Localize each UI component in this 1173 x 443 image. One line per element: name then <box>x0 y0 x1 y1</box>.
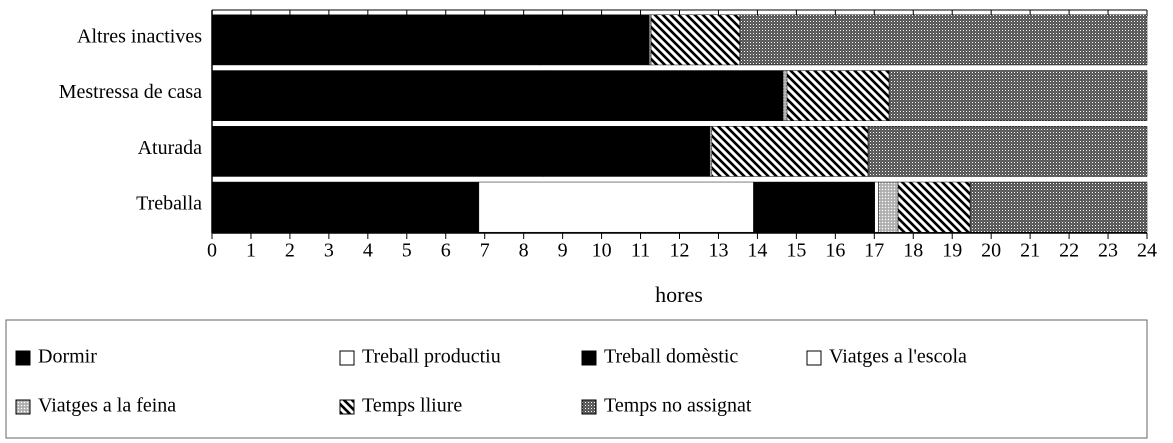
bar-segment <box>969 181 1148 233</box>
bar-segment <box>546 70 784 121</box>
bar-segment <box>897 181 971 233</box>
bar-segment <box>211 126 544 177</box>
x-tick-label: 4 <box>363 240 373 262</box>
legend-label: Treball domèstic <box>604 346 738 368</box>
bar-segment <box>874 181 879 233</box>
x-tick-label: 23 <box>1098 240 1118 262</box>
x-tick-label: 7 <box>480 240 490 262</box>
x-tick-label: 2 <box>285 240 295 262</box>
bar-segment <box>786 70 890 121</box>
x-tick-label: 8 <box>519 240 529 262</box>
bar-segment <box>211 181 480 233</box>
x-tick-label: 0 <box>207 240 217 262</box>
bar-segment <box>867 126 1148 177</box>
x-tick-label: 3 <box>324 240 334 262</box>
legend-swatch <box>15 399 31 415</box>
bar-segment <box>782 70 788 121</box>
legend-label: Treball productiu <box>362 346 501 368</box>
legend-swatch <box>15 350 31 366</box>
x-tick-label: 5 <box>402 240 412 262</box>
bar-segment <box>648 14 652 66</box>
x-tick-label: 9 <box>558 240 568 262</box>
x-tick-label: 11 <box>631 240 650 262</box>
x-tick-label: 10 <box>592 240 612 262</box>
legend-label: Dormir <box>38 346 97 368</box>
y-tick-label: Altres inactives <box>77 25 202 47</box>
bar-segment <box>211 14 540 66</box>
x-tick-label: 13 <box>708 240 728 262</box>
x-tick-label: 15 <box>786 240 806 262</box>
y-tick-label: Treballa <box>136 193 202 215</box>
x-tick-label: 17 <box>864 240 884 262</box>
x-tick-label: 24 <box>1137 240 1157 262</box>
bar-segment <box>478 181 754 233</box>
x-tick-label: 19 <box>942 240 962 262</box>
x-tick-label: 12 <box>670 240 690 262</box>
x-tick-label: 21 <box>1020 240 1040 262</box>
bar-segment <box>888 70 1148 121</box>
bar-segment <box>650 14 741 66</box>
legend-label: Viatges a l'escola <box>829 346 967 368</box>
x-tick-label: 1 <box>246 240 256 262</box>
x-tick-label: 6 <box>441 240 451 262</box>
legend-label: Temps no assignat <box>604 395 752 417</box>
legend-swatch <box>581 350 597 366</box>
y-tick-label: Aturada <box>138 137 203 159</box>
legend-swatch <box>806 350 822 366</box>
legend-label: Temps lliure <box>362 395 462 417</box>
bar-segment <box>878 181 899 233</box>
legend-swatch <box>339 350 355 366</box>
legend-label: Viatges a la feina <box>38 395 176 417</box>
bar-segment <box>711 126 869 177</box>
legend-swatch <box>339 399 355 415</box>
x-tick-label: 20 <box>981 240 1001 262</box>
x-tick-label: 18 <box>903 240 923 262</box>
x-axis-label: hores <box>655 282 703 307</box>
legend-swatch <box>581 399 597 415</box>
x-tick-label: 22 <box>1059 240 1079 262</box>
bar-segment <box>739 14 1148 66</box>
bar-segment <box>709 126 713 177</box>
legend-box <box>5 319 1148 439</box>
bar-segment <box>753 181 875 233</box>
bar-segment <box>542 126 711 177</box>
y-tick-label: Mestressa de casa <box>59 81 202 103</box>
bar-segment <box>539 14 650 66</box>
x-tick-label: 14 <box>747 240 767 262</box>
bar-segment <box>211 70 548 121</box>
x-tick-label: 16 <box>825 240 845 262</box>
